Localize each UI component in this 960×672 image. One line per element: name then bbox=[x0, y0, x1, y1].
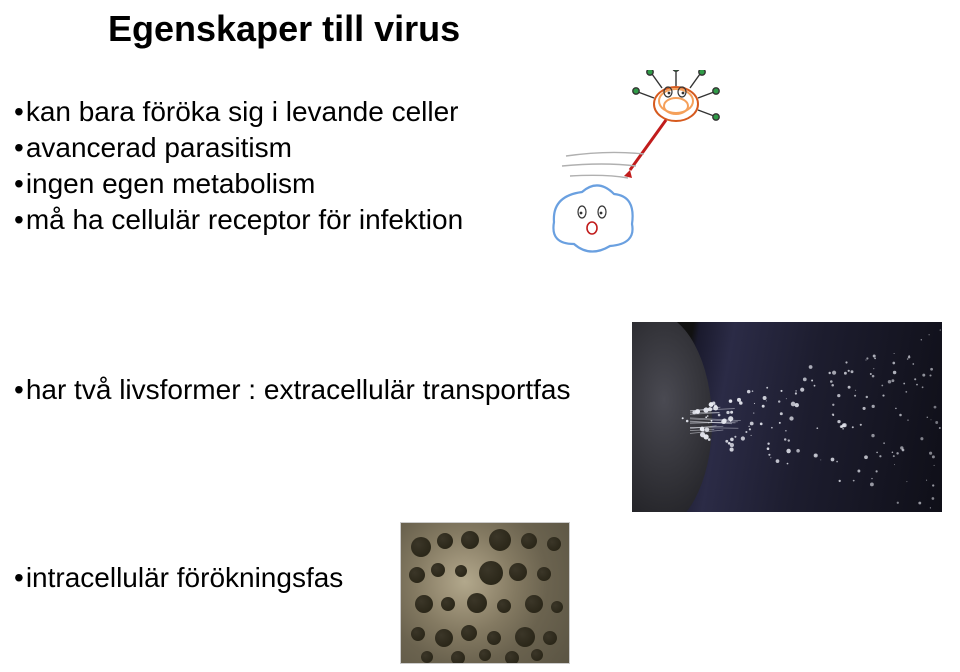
sneeze-photo bbox=[632, 322, 942, 512]
list-item: ingen egen metabolism bbox=[14, 168, 534, 200]
list-item: avancerad parasitism bbox=[14, 132, 534, 164]
list-item: kan bara föröka sig i levande celler bbox=[14, 96, 534, 128]
spray-droplets bbox=[632, 322, 942, 512]
bullet-list-top: kan bara föröka sig i levande celler ava… bbox=[14, 96, 534, 240]
list-item: har två livsformer : extracellulär trans… bbox=[14, 374, 614, 406]
virus-sketch-icon bbox=[548, 70, 748, 260]
em-micrograph bbox=[400, 522, 570, 664]
page-title: Egenskaper till virus bbox=[108, 8, 460, 50]
list-item: må ha cellulär receptor för infektion bbox=[14, 204, 534, 236]
